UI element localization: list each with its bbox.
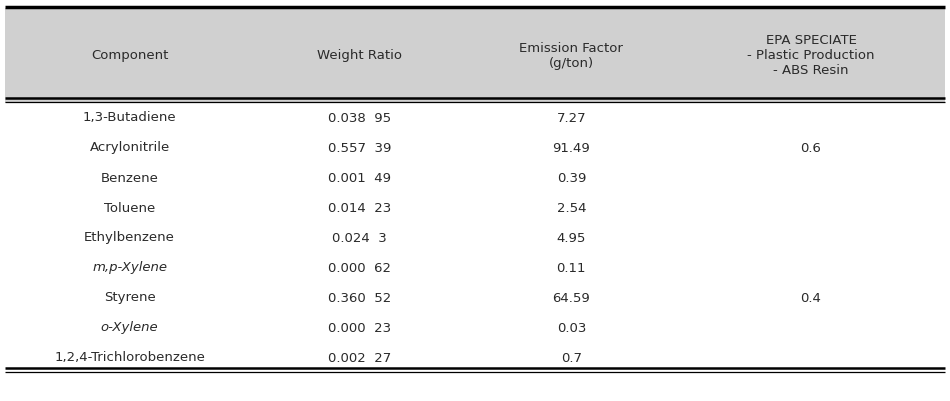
Text: 1,2,4-Trichlorobenzene: 1,2,4-Trichlorobenzene [54, 352, 205, 365]
Text: m,p-Xylene: m,p-Xylene [92, 261, 167, 275]
Text: 1,3-Butadiene: 1,3-Butadiene [83, 111, 177, 124]
Bar [5, 283, 945, 313]
Text: 7.27: 7.27 [557, 111, 586, 124]
Bar [5, 223, 945, 253]
Text: 0.360  52: 0.360 52 [329, 292, 391, 304]
Text: 4.95: 4.95 [557, 231, 586, 245]
Text: 0.11: 0.11 [557, 261, 586, 275]
Bar [5, 163, 945, 193]
Text: Weight Ratio: Weight Ratio [317, 49, 403, 62]
Text: EPA SPECIATE
- Plastic Production
- ABS Resin: EPA SPECIATE - Plastic Production - ABS … [748, 34, 875, 77]
Text: 91.49: 91.49 [553, 142, 590, 154]
Text: Component: Component [91, 49, 168, 62]
Text: 0.7: 0.7 [560, 352, 581, 365]
Text: 0.000  23: 0.000 23 [329, 322, 391, 334]
Bar [5, 253, 945, 283]
Bar [5, 313, 945, 343]
Text: 0.024  3: 0.024 3 [332, 231, 388, 245]
Bar [5, 193, 945, 223]
Text: 0.39: 0.39 [557, 172, 586, 184]
Text: Toluene: Toluene [104, 201, 155, 215]
Text: 0.000  62: 0.000 62 [329, 261, 391, 275]
Text: Ethylbenzene: Ethylbenzene [85, 231, 175, 245]
Text: Benzene: Benzene [101, 172, 159, 184]
Text: 0.038  95: 0.038 95 [329, 111, 391, 124]
Text: 0.557  39: 0.557 39 [328, 142, 391, 154]
Text: 0.03: 0.03 [557, 322, 586, 334]
Bar [5, 133, 945, 163]
Bar [5, 343, 945, 373]
Text: 2.54: 2.54 [557, 201, 586, 215]
Bar [5, 103, 945, 133]
Bar [5, 8, 945, 103]
Text: 64.59: 64.59 [553, 292, 590, 304]
Text: 0.4: 0.4 [801, 292, 822, 304]
Text: 0.001  49: 0.001 49 [329, 172, 391, 184]
Text: Acrylonitrile: Acrylonitrile [89, 142, 170, 154]
Text: 0.002  27: 0.002 27 [329, 352, 391, 365]
Text: 0.014  23: 0.014 23 [329, 201, 391, 215]
Text: Styrene: Styrene [104, 292, 156, 304]
Text: Emission Factor
(g/ton): Emission Factor (g/ton) [520, 41, 623, 69]
Text: o-Xylene: o-Xylene [101, 322, 159, 334]
Text: 0.6: 0.6 [801, 142, 822, 154]
